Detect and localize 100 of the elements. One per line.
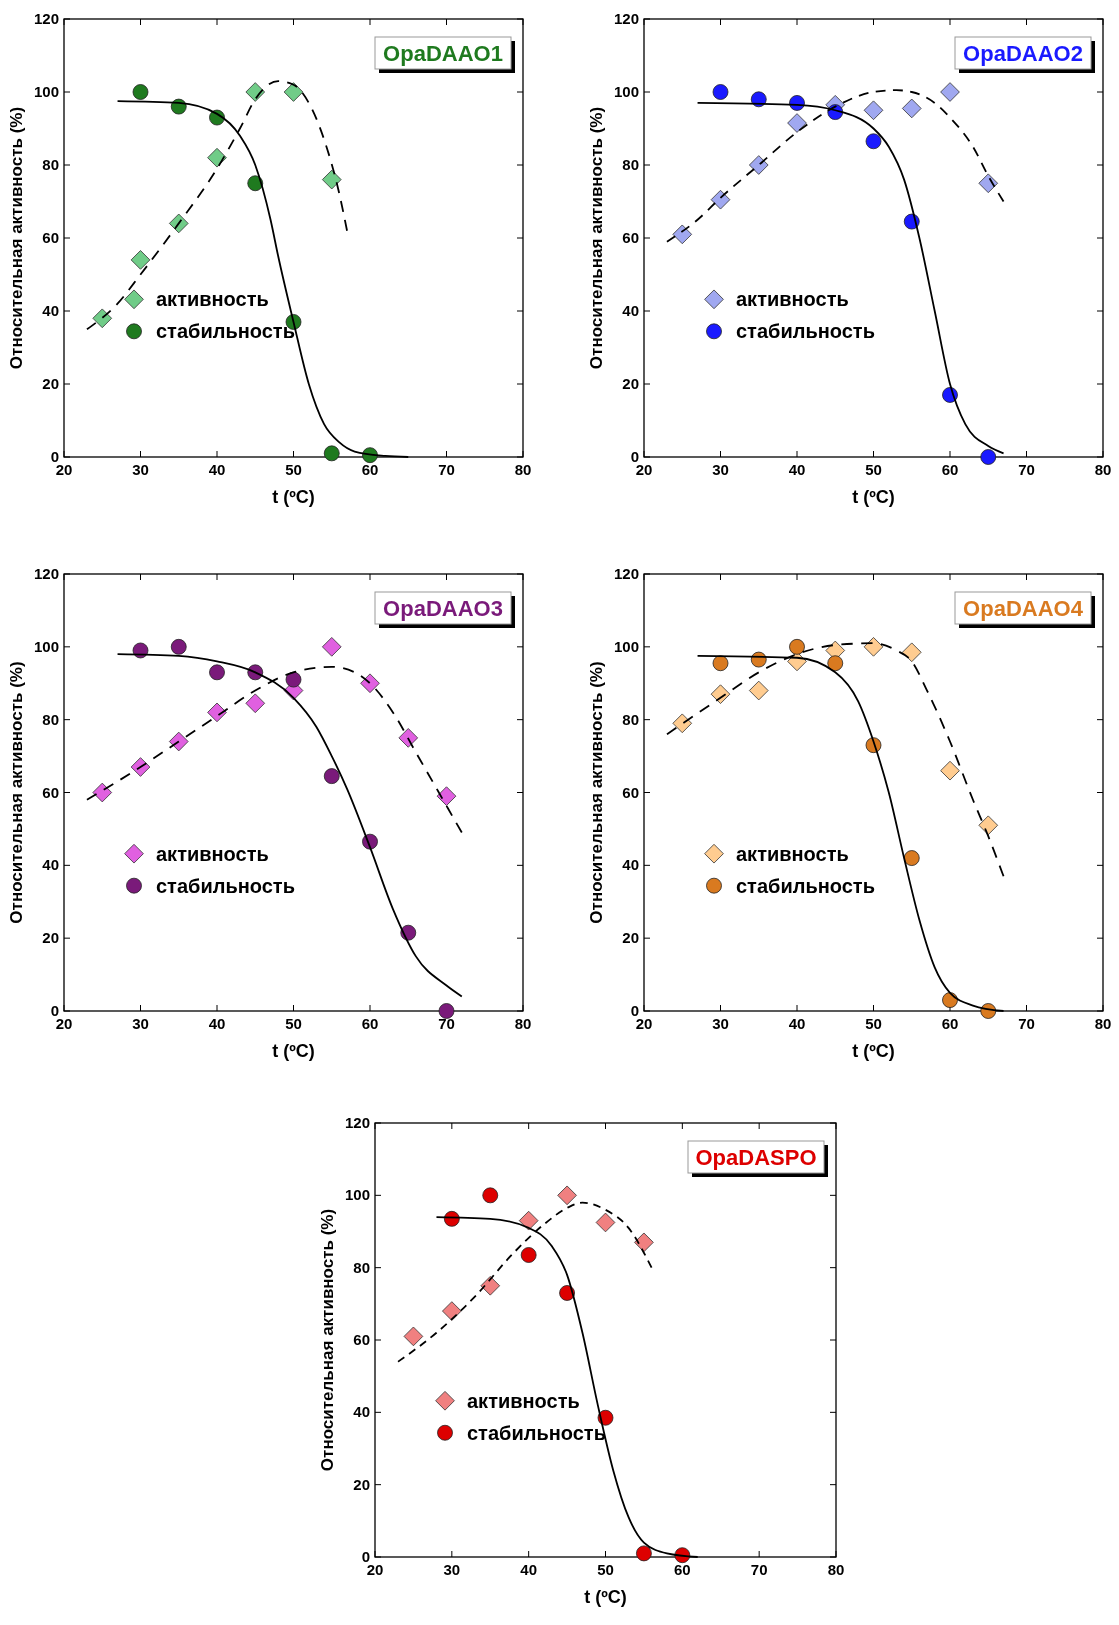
point bbox=[436, 786, 457, 806]
y-tick-label: 40 bbox=[622, 856, 639, 874]
x-tick-label: 70 bbox=[1018, 1015, 1035, 1032]
point bbox=[245, 693, 266, 714]
y-tick-label: 80 bbox=[353, 1258, 370, 1276]
point bbox=[360, 673, 380, 694]
point bbox=[438, 1003, 455, 1019]
y-axis-title: Относительная активность (%) bbox=[7, 106, 26, 370]
point bbox=[557, 1185, 577, 1206]
y-tick-label: 60 bbox=[353, 1331, 370, 1348]
x-tick-label: 50 bbox=[865, 1015, 882, 1032]
legend-label: активность bbox=[736, 288, 849, 311]
x-tick-label: 30 bbox=[132, 1015, 149, 1032]
point bbox=[92, 782, 113, 803]
x-tick-label: 70 bbox=[750, 1561, 768, 1578]
y-tick-label: 80 bbox=[42, 710, 59, 728]
point bbox=[942, 992, 958, 1008]
point bbox=[901, 642, 922, 663]
y-tick-label: 0 bbox=[50, 1002, 59, 1019]
y-tick-label: 60 bbox=[42, 783, 59, 801]
point bbox=[398, 728, 419, 748]
y-tick-label: 120 bbox=[33, 10, 59, 27]
y-tick-label: 40 bbox=[622, 302, 639, 319]
y-tick-label: 60 bbox=[622, 783, 639, 801]
legend-label: активность bbox=[467, 1389, 580, 1412]
x-tick-label: 80 bbox=[827, 1561, 845, 1578]
y-tick-label: 120 bbox=[344, 1114, 370, 1131]
point bbox=[748, 680, 769, 701]
point bbox=[442, 1301, 462, 1321]
point bbox=[672, 713, 693, 734]
y-tick-label: 60 bbox=[42, 229, 59, 246]
x-tick-label: 60 bbox=[673, 1561, 691, 1578]
point bbox=[482, 1187, 499, 1204]
y-axis-title: Относительная активность (%) bbox=[587, 661, 606, 924]
point bbox=[710, 189, 731, 210]
x-axis-title: t (ºC) bbox=[272, 487, 315, 507]
point bbox=[903, 850, 920, 866]
y-tick-label: 40 bbox=[42, 302, 59, 319]
x-tick-label: 40 bbox=[520, 1561, 538, 1578]
x-tick-label: 50 bbox=[285, 1015, 302, 1032]
y-tick-label: 0 bbox=[50, 448, 59, 465]
y-tick-label: 120 bbox=[613, 565, 639, 582]
y-axis-title: Относительная активность (%) bbox=[7, 661, 26, 924]
point bbox=[285, 671, 302, 688]
point bbox=[321, 169, 342, 190]
point bbox=[520, 1247, 537, 1263]
y-tick-label: 40 bbox=[42, 856, 59, 874]
y-tick-label: 60 bbox=[622, 229, 639, 246]
x-axis-title: t (ºC) bbox=[272, 1041, 315, 1061]
y-tick-label: 80 bbox=[622, 710, 639, 728]
point bbox=[940, 82, 960, 102]
point bbox=[787, 113, 807, 133]
point bbox=[283, 82, 304, 102]
legend-label: стабильность bbox=[736, 320, 875, 343]
y-tick-label: 40 bbox=[353, 1403, 370, 1421]
x-tick-label: 30 bbox=[712, 461, 729, 478]
point bbox=[130, 250, 151, 270]
y-tick-label: 0 bbox=[630, 448, 639, 465]
point bbox=[207, 702, 227, 723]
point bbox=[789, 638, 805, 655]
x-axis-title: t (ºC) bbox=[852, 487, 895, 507]
point bbox=[321, 637, 342, 657]
y-tick-label: 100 bbox=[613, 83, 639, 100]
point bbox=[595, 1212, 616, 1233]
y-tick-label: 20 bbox=[622, 375, 639, 392]
point bbox=[480, 1275, 501, 1296]
point bbox=[865, 133, 882, 150]
y-tick-label: 120 bbox=[613, 10, 639, 27]
y-tick-label: 80 bbox=[42, 156, 59, 173]
legend-label: активность bbox=[156, 288, 269, 311]
x-tick-label: 70 bbox=[1018, 461, 1035, 478]
x-tick-label: 50 bbox=[285, 461, 302, 478]
x-tick-label: 60 bbox=[941, 461, 959, 478]
point bbox=[978, 815, 999, 836]
y-tick-label: 100 bbox=[344, 1186, 370, 1204]
point bbox=[636, 1545, 652, 1562]
x-tick-label: 40 bbox=[788, 1015, 806, 1032]
x-tick-label: 30 bbox=[132, 461, 149, 478]
point bbox=[978, 173, 999, 194]
x-tick-label: 60 bbox=[941, 1015, 959, 1032]
x-axis-title: t (ºC) bbox=[852, 1041, 895, 1061]
x-axis-title: t (ºC) bbox=[584, 1587, 627, 1607]
x-tick-label: 80 bbox=[514, 461, 532, 478]
text: OpaDAAO4 bbox=[963, 596, 1084, 621]
point bbox=[92, 308, 113, 329]
point bbox=[132, 84, 149, 100]
point bbox=[518, 1210, 539, 1231]
y-tick-label: 100 bbox=[613, 637, 639, 655]
x-tick-label: 40 bbox=[208, 461, 226, 478]
text: OpaDAAO1 bbox=[383, 41, 503, 66]
point bbox=[170, 638, 187, 655]
y-tick-label: 80 bbox=[622, 156, 639, 173]
y-tick-label: 20 bbox=[353, 1475, 370, 1493]
point bbox=[980, 449, 997, 465]
y-tick-label: 20 bbox=[622, 929, 639, 947]
x-tick-label: 50 bbox=[597, 1561, 614, 1578]
point bbox=[712, 655, 729, 672]
y-tick-label: 100 bbox=[33, 83, 59, 100]
x-tick-label: 30 bbox=[443, 1561, 461, 1578]
point bbox=[403, 1326, 424, 1347]
